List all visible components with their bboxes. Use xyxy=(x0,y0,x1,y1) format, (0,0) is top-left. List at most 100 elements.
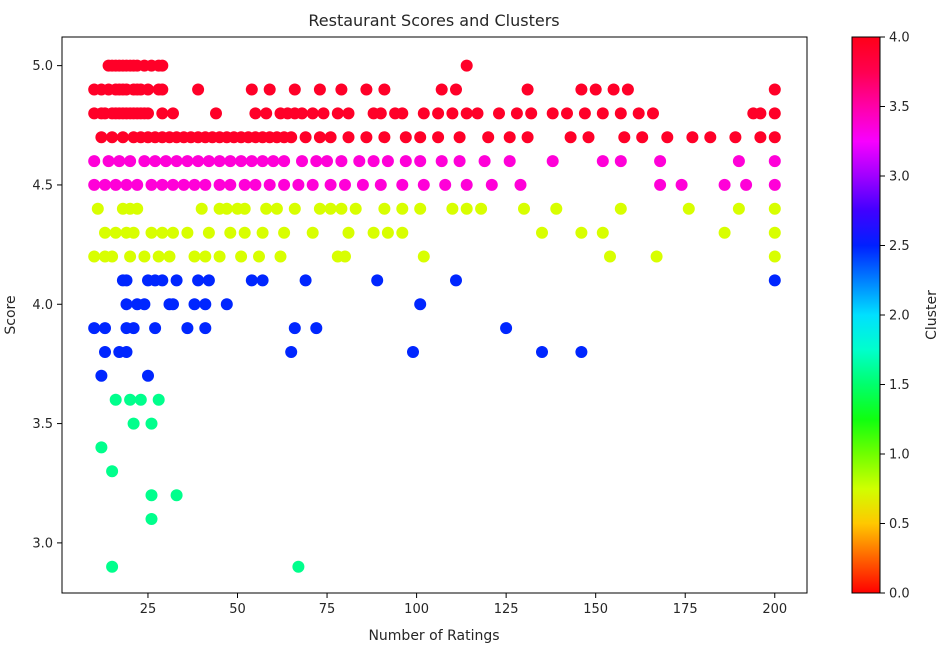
point-cluster-1 xyxy=(109,226,122,239)
point-cluster-0 xyxy=(575,83,588,96)
point-cluster-0 xyxy=(299,131,312,144)
point-cluster-4 xyxy=(181,155,194,168)
point-cluster-0 xyxy=(754,107,767,120)
point-cluster-0 xyxy=(493,107,505,120)
point-cluster-4 xyxy=(367,155,380,168)
y-tick-label: 4.0 xyxy=(32,298,53,313)
point-cluster-0 xyxy=(156,107,169,120)
point-cluster-3 xyxy=(120,298,133,311)
point-cluster-1 xyxy=(682,202,695,215)
point-cluster-4 xyxy=(224,178,237,191)
point-cluster-0 xyxy=(768,83,781,96)
point-cluster-3 xyxy=(199,298,212,311)
point-cluster-4 xyxy=(335,155,348,168)
point-cluster-0 xyxy=(317,107,330,120)
point-cluster-4 xyxy=(654,178,667,191)
point-cluster-0 xyxy=(342,107,355,120)
point-cluster-0 xyxy=(296,107,308,120)
point-cluster-0 xyxy=(360,131,373,144)
point-cluster-0 xyxy=(729,131,742,144)
colorbar-tick-label: 0.5 xyxy=(889,517,910,532)
x-tick-label: 50 xyxy=(229,602,246,617)
point-cluster-4 xyxy=(149,155,162,168)
point-cluster-3 xyxy=(299,274,312,287)
point-cluster-4 xyxy=(278,178,291,191)
point-cluster-4 xyxy=(278,155,291,168)
point-cluster-3 xyxy=(127,322,140,335)
point-cluster-4 xyxy=(503,155,516,168)
point-cluster-2 xyxy=(170,489,183,502)
point-cluster-0 xyxy=(510,107,523,120)
point-cluster-1 xyxy=(91,202,104,215)
point-cluster-0 xyxy=(614,107,627,120)
point-cluster-0 xyxy=(647,107,659,120)
point-cluster-1 xyxy=(718,226,731,239)
point-cluster-4 xyxy=(167,178,179,191)
x-tick-label: 200 xyxy=(762,602,787,617)
point-cluster-1 xyxy=(124,250,137,263)
point-cluster-4 xyxy=(120,178,133,191)
point-cluster-3 xyxy=(170,274,183,287)
point-cluster-4 xyxy=(310,155,323,168)
point-cluster-1 xyxy=(163,250,176,263)
point-cluster-3 xyxy=(167,298,179,311)
point-cluster-4 xyxy=(156,178,169,191)
point-cluster-4 xyxy=(238,178,251,191)
point-cluster-1 xyxy=(732,202,745,215)
point-cluster-3 xyxy=(120,274,133,287)
point-cluster-4 xyxy=(439,178,452,191)
point-cluster-4 xyxy=(256,155,269,168)
point-cluster-0 xyxy=(582,131,595,144)
point-cluster-2 xyxy=(106,560,119,573)
point-cluster-0 xyxy=(324,131,337,144)
point-cluster-0 xyxy=(453,131,466,144)
point-cluster-4 xyxy=(732,155,745,168)
point-cluster-4 xyxy=(768,178,781,191)
point-cluster-2 xyxy=(292,560,305,573)
point-cluster-3 xyxy=(138,298,151,311)
point-cluster-4 xyxy=(263,178,276,191)
point-cluster-4 xyxy=(485,178,498,191)
point-cluster-1 xyxy=(260,202,273,215)
point-cluster-4 xyxy=(213,178,226,191)
point-cluster-0 xyxy=(306,107,319,120)
y-tick-label: 3.0 xyxy=(32,536,53,551)
point-cluster-0 xyxy=(313,83,326,96)
point-cluster-0 xyxy=(482,131,495,144)
y-axis: 3.0 3.5 4.0 4.5 5.0 xyxy=(32,59,62,551)
point-cluster-1 xyxy=(167,226,179,239)
point-cluster-1 xyxy=(324,202,337,215)
point-cluster-0 xyxy=(249,107,262,120)
point-cluster-1 xyxy=(288,202,301,215)
point-cluster-1 xyxy=(181,226,194,239)
point-cluster-1 xyxy=(446,202,459,215)
colorbar-tick-label: 2.0 xyxy=(889,309,910,324)
point-cluster-3 xyxy=(188,298,201,311)
point-cluster-0 xyxy=(686,131,699,144)
point-cluster-4 xyxy=(417,178,430,191)
point-cluster-1 xyxy=(127,226,140,239)
point-cluster-1 xyxy=(417,250,430,263)
x-axis: 25 50 75 100 125 150 175 200 xyxy=(140,593,787,617)
point-cluster-0 xyxy=(156,59,169,72)
colorbar-tick-label: 0.0 xyxy=(889,587,910,602)
point-cluster-1 xyxy=(518,202,530,215)
point-cluster-0 xyxy=(288,83,301,96)
colorbar-tick-label: 2.5 xyxy=(889,239,910,254)
point-cluster-4 xyxy=(614,155,627,168)
point-cluster-4 xyxy=(596,155,609,168)
point-cluster-1 xyxy=(575,226,588,239)
point-cluster-4 xyxy=(460,178,473,191)
point-cluster-3 xyxy=(407,346,419,358)
x-tick-label: 150 xyxy=(583,602,608,617)
point-cluster-4 xyxy=(109,178,122,191)
point-cluster-1 xyxy=(414,202,427,215)
point-cluster-0 xyxy=(546,107,559,120)
point-cluster-3 xyxy=(575,346,588,358)
point-cluster-0 xyxy=(156,83,169,96)
point-cluster-3 xyxy=(414,298,427,311)
point-cluster-0 xyxy=(378,131,391,144)
point-cluster-1 xyxy=(188,250,201,263)
point-cluster-0 xyxy=(210,107,222,120)
point-cluster-2 xyxy=(95,441,108,454)
